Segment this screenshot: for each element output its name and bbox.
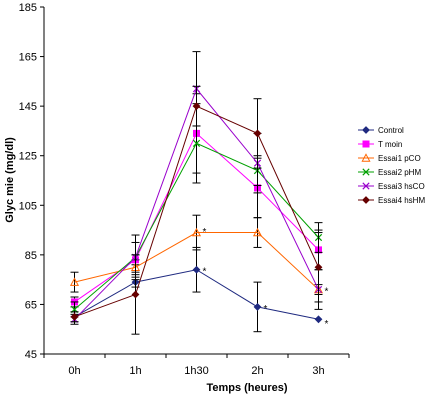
significance-star: *: [203, 267, 207, 278]
y-tick-label: 145: [19, 101, 37, 113]
point: [362, 168, 370, 176]
y-tick-label: 165: [19, 52, 37, 64]
point: [362, 140, 370, 148]
y-tick-label: 45: [25, 349, 37, 361]
point: [362, 196, 370, 204]
legend-label: Essai4 hsHM: [378, 196, 425, 205]
x-tick-label: 0h: [68, 365, 80, 377]
point: [192, 265, 201, 274]
y-tick-label: 65: [25, 299, 37, 311]
legend-label: T moin: [378, 140, 402, 149]
series: [70, 246, 323, 333]
x-axis-title: Temps (heures): [206, 382, 287, 394]
series-line: [74, 232, 319, 290]
x-tick-label: 1h30: [184, 365, 208, 377]
y-tick-label: 105: [19, 200, 37, 212]
point: [253, 303, 262, 311]
x-tick-label: 2h: [251, 365, 263, 377]
point: [314, 315, 323, 324]
legend-item: T moin: [358, 140, 402, 149]
point: [314, 263, 323, 272]
legend: Control T moin Essai1 pCO Essai2 pHM Essai3 …: [358, 126, 425, 205]
y-axis-title: Glyc mie (mg/dl): [4, 137, 16, 223]
point: [70, 312, 79, 321]
legend-label: Control: [378, 126, 404, 135]
legend-label: Essai3 hsCO: [378, 182, 425, 191]
point: [362, 182, 370, 190]
series: [70, 85, 323, 335]
series-layer: * * * * *: [69, 51, 329, 335]
legend-item: Essai2 pHM: [358, 168, 421, 177]
point: [361, 153, 371, 162]
point: [192, 139, 201, 147]
y-tick-label: 185: [19, 2, 37, 14]
significance-star: *: [203, 227, 207, 238]
legend-item: Control: [358, 126, 404, 135]
axes-layer: 45 65 85 105 125 145 165 185 0h 1h 1h30 2h 3h: [19, 2, 350, 377]
x-tick-label: 3h: [312, 365, 324, 377]
legend-item: Essai1 pCO: [358, 153, 421, 163]
significance-star: *: [325, 319, 329, 330]
point: [69, 277, 80, 286]
x-tick-label: 1h: [129, 365, 141, 377]
legend-item: Essai3 hsCO: [358, 182, 425, 191]
point: [252, 227, 263, 237]
legend-label: Essai1 pCO: [378, 154, 421, 163]
point: [362, 126, 370, 134]
legend-label: Essai2 pHM: [378, 168, 421, 177]
legend-item: Essai4 hsHM: [358, 196, 425, 205]
y-tick-label: 85: [25, 250, 37, 262]
point: [192, 102, 201, 111]
point: [253, 129, 262, 138]
significance-star: *: [325, 287, 329, 298]
point: [191, 227, 202, 237]
y-tick-label: 125: [19, 151, 37, 163]
significance-star: *: [264, 304, 268, 315]
point: [131, 290, 140, 299]
